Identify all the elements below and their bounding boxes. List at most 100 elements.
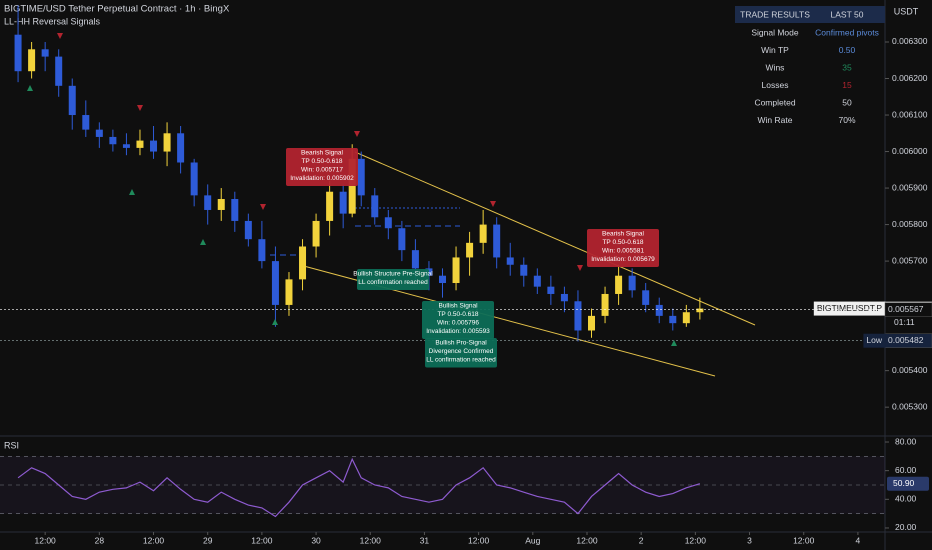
x-tick-label: 4 [856,535,861,545]
candle-body [41,49,49,57]
signal-box [286,148,358,186]
price-marker-name-bg [813,301,886,316]
x-tick-label: 29 [203,535,213,545]
candle-body [574,301,582,331]
x-tick-label: 12:00 [360,535,382,545]
table-header: LAST 50 [831,9,864,19]
candle-body [348,158,356,214]
x-tick-label: 12:00 [251,535,273,545]
pivot-marker [27,85,33,91]
pivot-marker [57,33,63,39]
candle-body [411,250,419,269]
signal-text: Bullish Structure Pre-Signal [353,271,433,278]
candle-body [615,275,623,294]
candle-body [479,224,487,243]
y-tick-label: 0.006100 [892,109,928,119]
candle-body [109,136,117,145]
candle-body [68,85,76,116]
signal-text: Win: 0.005796 [437,320,479,327]
pivot-marker [137,105,143,111]
candle-body [163,133,171,152]
x-tick-label: 12:00 [143,535,165,545]
candle-body [326,191,334,221]
x-tick-label: 12:00 [685,535,707,545]
table-header-bg [735,6,885,23]
signal-text: Win: 0.005717 [301,167,343,174]
signal-box [357,269,429,290]
candle-body [371,195,379,218]
x-tick-label: 2 [639,535,644,545]
rsi-tick-label: 80.00 [895,436,917,446]
candle-body [628,275,636,291]
candle-body [204,195,212,210]
table-label: Win TP [761,45,789,55]
x-tick-label: 28 [95,535,105,545]
candle-body [177,133,185,163]
x-tick-label: 12:00 [576,535,598,545]
x-tick-label: 31 [420,535,430,545]
signal-box [587,229,659,267]
signal-text: LL confirmation reached [358,279,428,286]
price-label: 0.005567 [888,304,924,314]
candle-body [82,115,90,130]
candle-body [601,293,609,316]
table-label: Completed [754,97,795,107]
signal-text: TP 0.50-0.618 [602,239,643,246]
pivot-marker [577,265,583,271]
table-value: 35 [842,62,852,72]
candle-body [258,239,266,262]
y-tick-label: 0.005700 [892,255,928,265]
candle-body [560,293,568,302]
candle-body [244,220,252,240]
symbol-title: BIGTIME/USD Tether Perpetual Contract · … [4,4,230,15]
candle-body [95,129,103,137]
candle-body [655,304,663,316]
candle-body [547,286,555,294]
candle-body [357,158,365,196]
candle-body [520,264,528,276]
signal-text: Win: 0.005581 [602,248,644,255]
table-value: 70% [838,115,855,125]
y-tick-label: 0.005400 [892,365,928,375]
candle-body [588,315,596,331]
signal-box [425,338,497,368]
candle-body [190,162,198,196]
price-label: 0.005482 [888,335,924,345]
trendline [354,151,756,326]
x-tick-label: 12:00 [468,535,490,545]
candle-body [506,257,514,265]
y-tick-label: 0.005800 [892,219,928,229]
signal-text: Bullish Pro-Signal [435,340,487,347]
price-marker-name: Low [866,335,882,345]
table-value: 15 [842,80,852,90]
table-label: Wins [766,62,785,72]
countdown: 01:11 [894,317,915,327]
signal-text: Invalidation: 0.005902 [290,175,354,182]
candle-body [231,199,239,221]
signal-text: Invalidation: 0.005679 [591,256,655,263]
indicator-name: LL-HH Reversal Signals [4,16,101,26]
candle-body [384,217,392,229]
signal-text: TP 0.50-0.618 [437,311,478,318]
pivot-marker [129,189,135,195]
candle-body [122,144,130,148]
price-marker-name: BIGTIMEUSDT.P [817,303,883,313]
table-value: Confirmed pivots [815,27,879,37]
table-value: 0.50 [839,45,856,55]
y-tick-label: 0.006000 [892,146,928,156]
candle-body [682,312,690,324]
pivot-marker [260,204,266,210]
x-tick-label: 3 [747,535,752,545]
candle-body [28,49,36,72]
candle-body [642,290,650,305]
candle-body [14,34,22,72]
x-tick-label: Aug [525,535,540,545]
candle-body [398,228,406,251]
rsi-tick-label: 20.00 [895,522,917,532]
rsi-current-label: 50.90 [893,478,915,488]
candle-body [493,224,501,258]
rsi-tick-label: 60.00 [895,465,917,475]
price-marker-name-bg [863,333,886,348]
